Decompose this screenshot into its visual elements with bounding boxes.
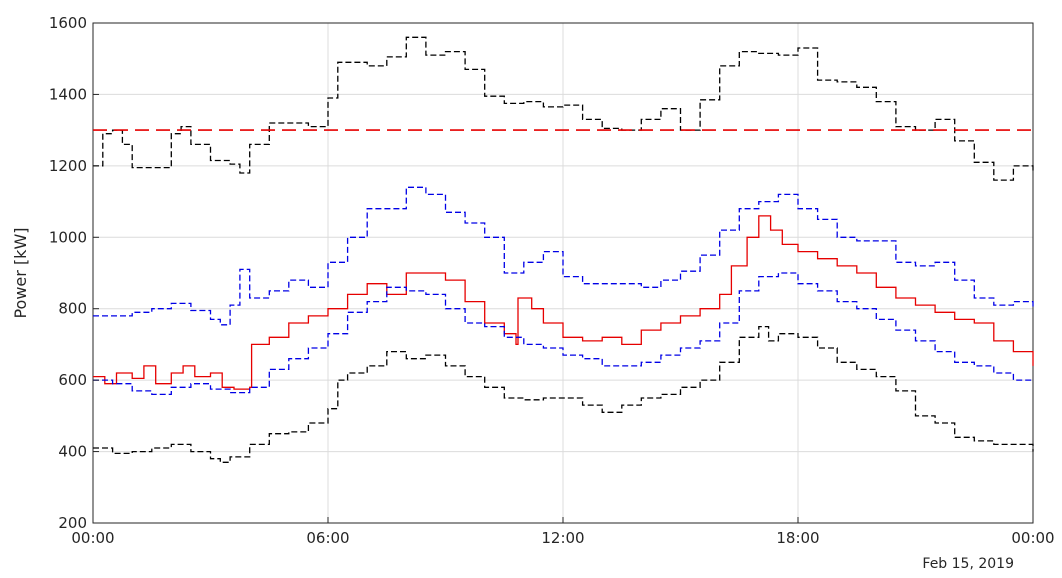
x-tick-label: 18:00 <box>776 529 819 547</box>
y-tick-label: 1000 <box>49 228 87 246</box>
x-tick-label: 06:00 <box>306 529 349 547</box>
y-tick-label: 800 <box>58 300 87 318</box>
x-tick-label: 12:00 <box>541 529 584 547</box>
series-line-lower-outer <box>93 325 1034 463</box>
date-label: Feb 15, 2019 <box>922 556 1014 572</box>
y-axis-label: Power [kW] <box>11 227 30 318</box>
y-tick-label: 600 <box>58 371 87 389</box>
series-line-actual <box>93 215 1034 390</box>
y-tick-label: 1200 <box>49 157 87 175</box>
y-tick-label: 400 <box>58 443 87 461</box>
series-layer <box>93 36 1034 463</box>
series-line-upper-inner <box>93 186 1034 326</box>
y-tick-label: 1400 <box>49 85 87 103</box>
series-line-lower-inner <box>93 272 1033 396</box>
y-tick-label: 200 <box>58 514 87 532</box>
x-tick-label: 00:00 <box>71 529 114 547</box>
y-tick-label: 1600 <box>49 14 87 32</box>
y-axis-ticks: 200 400 600 800 1000 1200 1400 1600 <box>49 14 99 532</box>
series-line-upper-outer <box>93 36 1034 181</box>
x-tick-label: 00:00 <box>1011 529 1054 547</box>
x-axis-ticks: 00:00 06:00 12:00 18:00 00:00 <box>71 517 1055 547</box>
